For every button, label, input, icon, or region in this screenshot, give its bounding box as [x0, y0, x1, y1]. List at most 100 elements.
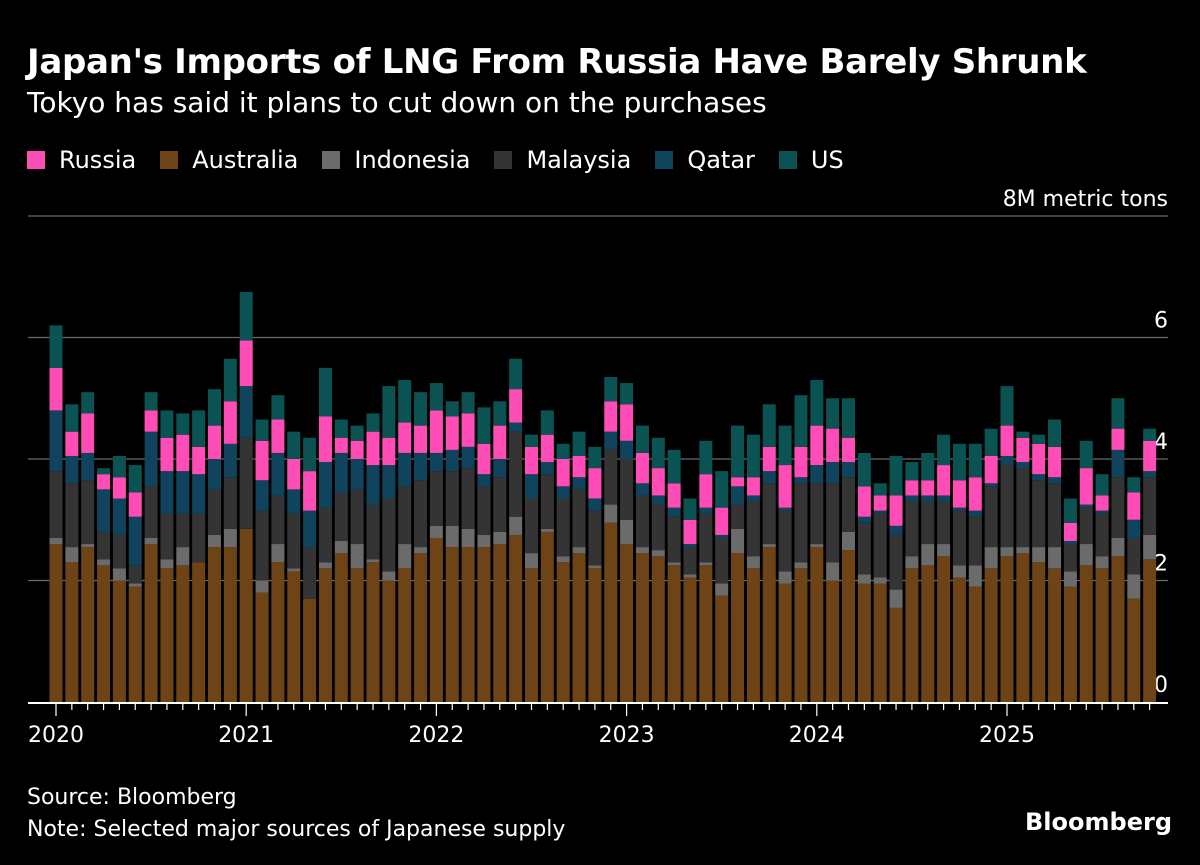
bar-segment-australia [921, 565, 935, 702]
bar-segment-australia [287, 571, 301, 702]
bar-segment-indonesia [699, 562, 713, 566]
bar-segment-malaysia [873, 513, 887, 578]
bar-segment-indonesia [778, 571, 792, 584]
bar-segment-us [762, 404, 776, 447]
bar-segment-qatar [921, 495, 935, 502]
bar-segment-indonesia [461, 528, 475, 548]
bar-segment-us [889, 455, 903, 496]
bar-segment-indonesia [1079, 544, 1093, 566]
bar-segment-russia [746, 477, 760, 496]
bar-segment-australia [1032, 562, 1046, 702]
bar-segment-australia [429, 537, 443, 702]
bar-segment-qatar [683, 544, 697, 548]
bar-segment-australia [778, 583, 792, 702]
bar-segment-russia [414, 425, 428, 453]
bar-segment-indonesia [350, 544, 364, 569]
bar-segment-indonesia [509, 516, 523, 535]
bar-segment-us [556, 443, 570, 459]
bar-segment-qatar [65, 455, 79, 484]
bar-segment-qatar [762, 471, 776, 484]
bar-segment-qatar [97, 489, 111, 532]
bar-segment-australia [461, 547, 475, 702]
bar-segment-russia [255, 440, 269, 481]
bar-segment-australia [1127, 598, 1141, 702]
bar-segment-malaysia [810, 483, 824, 545]
bar-segment-russia [509, 389, 523, 423]
bar-segment-russia [1111, 428, 1125, 450]
bar-segment-australia [604, 522, 618, 702]
bar-segment-russia [857, 486, 871, 517]
bar-segment-qatar [303, 510, 317, 548]
bar-segment-qatar [49, 410, 63, 472]
bar-segment-malaysia [1032, 480, 1046, 548]
bar-segment-qatar [572, 477, 586, 490]
bar-segment-indonesia [1048, 547, 1062, 569]
bar-segment-qatar [1016, 462, 1030, 469]
bar-segment-us [176, 413, 190, 435]
bar-segment-us [334, 419, 348, 438]
bar-segment-malaysia [556, 498, 570, 557]
bar-segment-australia [398, 568, 412, 702]
bar-segment-us [1111, 398, 1125, 429]
bar-segment-malaysia [303, 547, 317, 599]
bar-segment-qatar [509, 422, 523, 432]
bar-segment-australia [112, 580, 126, 702]
bar-segment-indonesia [49, 537, 63, 545]
bar-segment-malaysia [604, 449, 618, 505]
bar-segment-russia [762, 446, 776, 472]
bar-segment-us [192, 410, 206, 447]
bar-segment-qatar [477, 474, 491, 487]
bar-segment-us [271, 395, 285, 420]
bar-segment-australia [255, 592, 269, 702]
bar-segment-malaysia [968, 516, 982, 566]
bar-segment-australia [318, 568, 332, 702]
bar-segment-australia [414, 553, 428, 702]
bar-segment-russia [921, 480, 935, 496]
legend-label-qatar: Qatar [687, 146, 755, 174]
bar-segment-indonesia [620, 519, 634, 545]
bar-segment-australia [445, 547, 459, 702]
bar-segment-qatar [873, 510, 887, 514]
bar-segment-indonesia [651, 550, 665, 557]
bar-segment-us [620, 383, 634, 405]
bar-segment-indonesia [208, 534, 221, 548]
bar-segment-russia [794, 446, 808, 478]
bar-segment-russia [889, 495, 903, 526]
bar-segment-us [49, 325, 63, 368]
bar-segment-qatar [398, 452, 412, 487]
legend-item-indonesia: Indonesia [322, 146, 470, 174]
bar-segment-us [937, 434, 951, 466]
bar-segment-russia [287, 459, 301, 490]
bar-segment-russia [271, 419, 285, 453]
bar-segment-australia [620, 544, 634, 702]
legend-swatch-australia [160, 151, 179, 169]
bar-segment-australia [746, 568, 760, 702]
bar-segment-qatar [746, 495, 760, 502]
bar-segment-qatar [651, 495, 665, 505]
bar-segment-us [1079, 440, 1093, 469]
bar-segment-australia [81, 547, 95, 702]
bar-segment-russia [208, 425, 221, 459]
bar-segment-qatar [794, 477, 808, 484]
legend-swatch-russia [27, 151, 45, 169]
bar-segment-qatar [952, 507, 966, 511]
bar-segment-us [651, 437, 665, 469]
source-note: Source: Bloomberg [27, 785, 237, 810]
bar-segment-malaysia [572, 489, 586, 548]
bar-segment-qatar [144, 431, 158, 487]
bar-segment-indonesia [493, 531, 507, 545]
bar-segment-us [1095, 474, 1109, 496]
bar-segment-malaysia [318, 507, 332, 563]
bar-segment-us [239, 291, 253, 341]
bar-segment-malaysia [952, 510, 966, 566]
bar-segment-qatar [366, 465, 380, 505]
bar-segment-us [525, 434, 538, 447]
bar-segment-australia [1016, 553, 1030, 702]
bar-segment-malaysia [651, 504, 665, 551]
bar-segment-indonesia [842, 531, 855, 551]
bar-segment-us [509, 358, 523, 390]
bar-segment-australia [160, 568, 174, 702]
bar-segment-malaysia [366, 504, 380, 560]
bar-segment-indonesia [667, 562, 681, 566]
bar-segment-qatar [334, 452, 348, 493]
